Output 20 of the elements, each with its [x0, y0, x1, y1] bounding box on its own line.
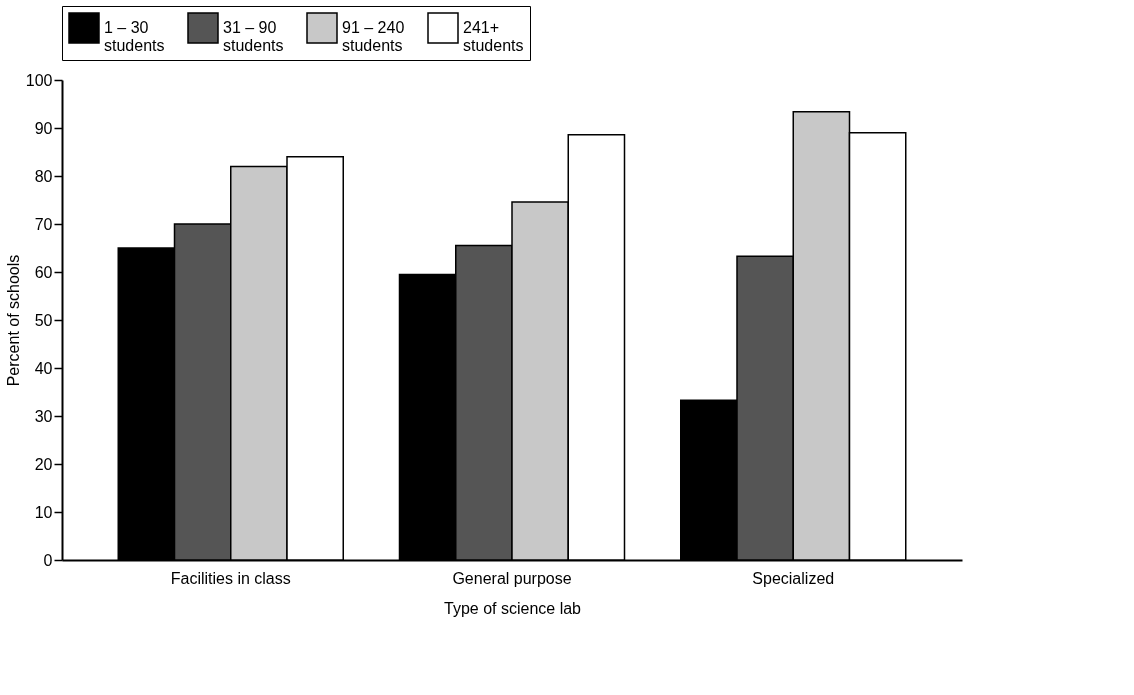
x-axis-title: Type of science lab	[444, 599, 582, 617]
x-tick-label: General purpose	[452, 569, 572, 587]
y-tick-label: 0	[43, 551, 53, 569]
legend-label: 1 – 30 students	[104, 19, 165, 54]
y-tick-label: 20	[34, 455, 53, 473]
y-tick-label: 100	[25, 71, 53, 89]
legend-label: 91 – 240 students	[342, 19, 405, 54]
x-tick-label: Specialized	[752, 569, 835, 587]
legend-label: 241+ students	[463, 19, 524, 54]
y-tick-label: 10	[34, 503, 53, 521]
y-tick-label: 70	[34, 215, 53, 233]
y-tick-label: 50	[34, 311, 53, 329]
y-tick-label: 30	[34, 407, 53, 425]
y-tick-label: 60	[34, 263, 53, 281]
y-tick-label: 40	[34, 359, 53, 377]
y-tick-label: 90	[34, 119, 53, 137]
y-tick-label: 80	[34, 167, 53, 185]
legend-label: 31 – 90 students	[223, 19, 284, 54]
y-axis-title: Percent of schools	[4, 254, 22, 387]
x-tick-label: Facilities in class	[170, 569, 291, 587]
